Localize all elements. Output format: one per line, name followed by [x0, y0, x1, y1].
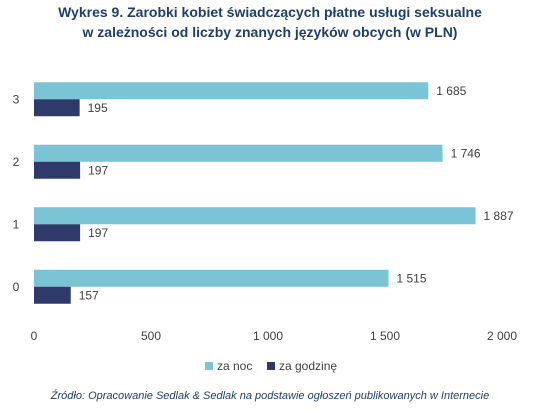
y-tick-label: 3 — [13, 92, 20, 106]
y-tick-label: 1 — [13, 217, 20, 231]
data-label: 197 — [88, 163, 108, 177]
chart-title: Wykres 9. Zarobki kobiet świadczących pł… — [58, 4, 482, 20]
data-label: 157 — [79, 288, 99, 302]
bar-layer — [34, 82, 476, 304]
bar-za-godzine — [34, 161, 81, 179]
axis-layer: 0 500 1 000 1 500 2 000 3 2 1 0 — [13, 92, 518, 343]
data-label: 197 — [88, 226, 108, 240]
data-label: 1 887 — [484, 209, 514, 223]
y-tick-label: 0 — [13, 280, 20, 294]
x-tick-label: 2 000 — [487, 329, 517, 343]
legend-swatch — [205, 362, 213, 370]
x-tick-label: 1 500 — [370, 329, 400, 343]
legend-swatch — [267, 362, 275, 370]
x-tick-label: 0 — [31, 329, 38, 343]
legend-label: za noc — [217, 359, 252, 373]
y-tick-label: 2 — [13, 155, 20, 169]
legend-label: za godzinę — [279, 359, 337, 373]
bar-za-noc — [34, 207, 476, 225]
x-tick-label: 1 000 — [253, 329, 283, 343]
data-label: 195 — [88, 101, 108, 115]
bar-za-noc — [34, 269, 389, 287]
data-label: 1 746 — [451, 146, 481, 160]
bar-za-godzine — [34, 286, 71, 304]
source-note: Źródło: Opracowanie Sedlak & Sedlak na p… — [50, 390, 490, 402]
chart-subtitle: w zależności od liczby znanych języków o… — [82, 24, 458, 40]
data-label: 1 515 — [397, 271, 427, 285]
x-tick-label: 500 — [141, 329, 161, 343]
bar-za-godzine — [34, 99, 80, 117]
bar-za-noc — [34, 144, 443, 162]
label-layer: 1 685 195 1 746 197 1 887 197 1 515 157 — [79, 84, 514, 303]
bar-za-noc — [34, 82, 429, 100]
legend: za noc za godzinę — [205, 359, 337, 373]
data-label: 1 685 — [436, 84, 466, 98]
bar-za-godzine — [34, 224, 81, 242]
